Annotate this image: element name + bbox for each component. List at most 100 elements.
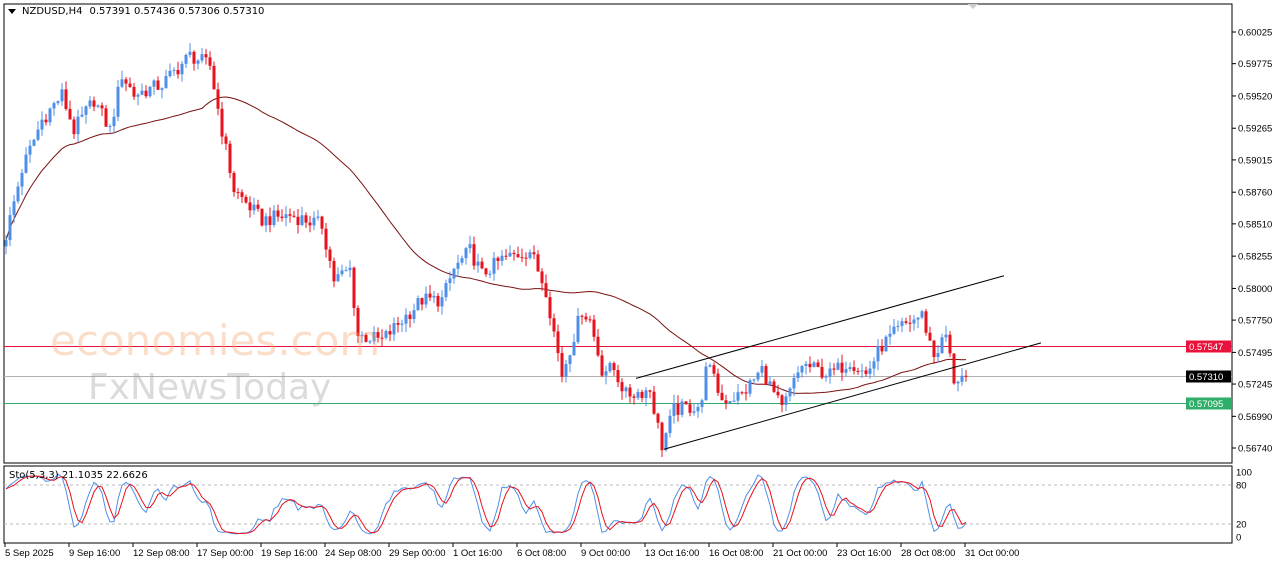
candle-body [468, 244, 472, 249]
candle-body [52, 103, 56, 109]
candle-body [932, 340, 936, 358]
candle [908, 315, 912, 333]
stochastic-signal-line [5, 475, 967, 534]
level-badge-label: 0.57310 [1189, 372, 1223, 383]
candle [788, 386, 792, 402]
candle [428, 284, 432, 302]
price-tick-label: 0.56990 [1238, 412, 1272, 423]
candle [220, 101, 224, 145]
candle-body [428, 293, 432, 298]
candle-body [76, 116, 80, 135]
candle [408, 311, 412, 328]
candle-body [472, 244, 476, 266]
candle-body [908, 322, 912, 324]
candle [224, 133, 228, 151]
price-tick-label: 0.58255 [1238, 252, 1272, 263]
candle-body [168, 70, 172, 77]
candle-body [152, 80, 156, 87]
time-tick-label: 9 Oct 00:00 [581, 548, 630, 559]
candle-body [488, 273, 492, 275]
candle-body [196, 60, 200, 64]
candle [544, 274, 548, 298]
candle-body [72, 119, 76, 135]
candle [340, 264, 344, 277]
candle-body [208, 57, 212, 66]
candle [356, 305, 360, 343]
candle-body [508, 252, 512, 257]
candle [932, 339, 936, 365]
symbol-label: NZDUSD,H4 [22, 6, 83, 17]
candle [80, 106, 84, 118]
candle [672, 394, 676, 424]
candle-body [116, 86, 120, 117]
candle-body [800, 365, 804, 373]
candle-body [388, 331, 392, 335]
candle-body [344, 270, 348, 272]
candle-body [948, 334, 952, 354]
candle-body [192, 51, 196, 64]
candle [304, 212, 308, 228]
candle-body [900, 321, 904, 326]
candle-body [744, 392, 748, 394]
candle [164, 69, 168, 89]
candle [536, 250, 540, 272]
candle-body [332, 260, 336, 282]
candle [404, 308, 408, 333]
candle-body [460, 258, 464, 263]
candle-body [132, 86, 136, 97]
candle-body [640, 391, 644, 399]
candle-body [68, 108, 72, 120]
candle-body [536, 254, 540, 272]
candle [708, 363, 712, 368]
candle-body [952, 353, 956, 384]
candle-body [356, 307, 360, 336]
candle-body [368, 341, 372, 343]
candle-body [864, 370, 868, 374]
candle-body [816, 362, 820, 367]
candle-body [768, 381, 772, 385]
candle-body [848, 367, 852, 370]
candle [132, 82, 136, 100]
candle [256, 199, 260, 212]
candle-body [432, 295, 436, 298]
candle-body [172, 69, 176, 71]
candle [776, 384, 780, 399]
time-tick-label: 9 Sep 16:00 [69, 548, 120, 559]
stochastic-label: Sto(5,3,3) 21.1035 22.6626 [9, 470, 148, 481]
candle [820, 358, 824, 380]
candle-body [108, 126, 112, 128]
time-tick-label: 1 Oct 16:00 [453, 548, 502, 559]
candle-body [788, 388, 792, 397]
candle [68, 100, 72, 120]
candle [376, 327, 380, 343]
candle-body [256, 204, 260, 209]
candle-body [416, 298, 420, 311]
candle [88, 95, 92, 109]
candle [896, 320, 900, 332]
candle-body [628, 387, 632, 397]
candle-body [648, 390, 652, 392]
candle-body [264, 216, 268, 226]
candle [796, 366, 800, 383]
candle [856, 367, 860, 375]
candle-body [160, 88, 164, 90]
candle-body [228, 143, 232, 173]
price-tick-label: 0.58510 [1238, 219, 1272, 230]
candle [824, 374, 828, 382]
dropdown-triangle-icon[interactable] [8, 9, 16, 14]
candle [108, 124, 112, 133]
candle-body [144, 90, 148, 97]
candle [508, 245, 512, 258]
candle-body [624, 387, 628, 392]
price-tick-label: 0.58000 [1238, 284, 1272, 295]
candle-body [956, 381, 960, 384]
candle-body [232, 172, 236, 193]
candle-body [560, 353, 564, 377]
candle-body [916, 317, 920, 320]
candle [448, 271, 452, 291]
candle [868, 360, 872, 379]
candle-body [456, 262, 460, 269]
candle [684, 401, 688, 405]
candle-body [872, 361, 876, 369]
candle [232, 171, 236, 197]
